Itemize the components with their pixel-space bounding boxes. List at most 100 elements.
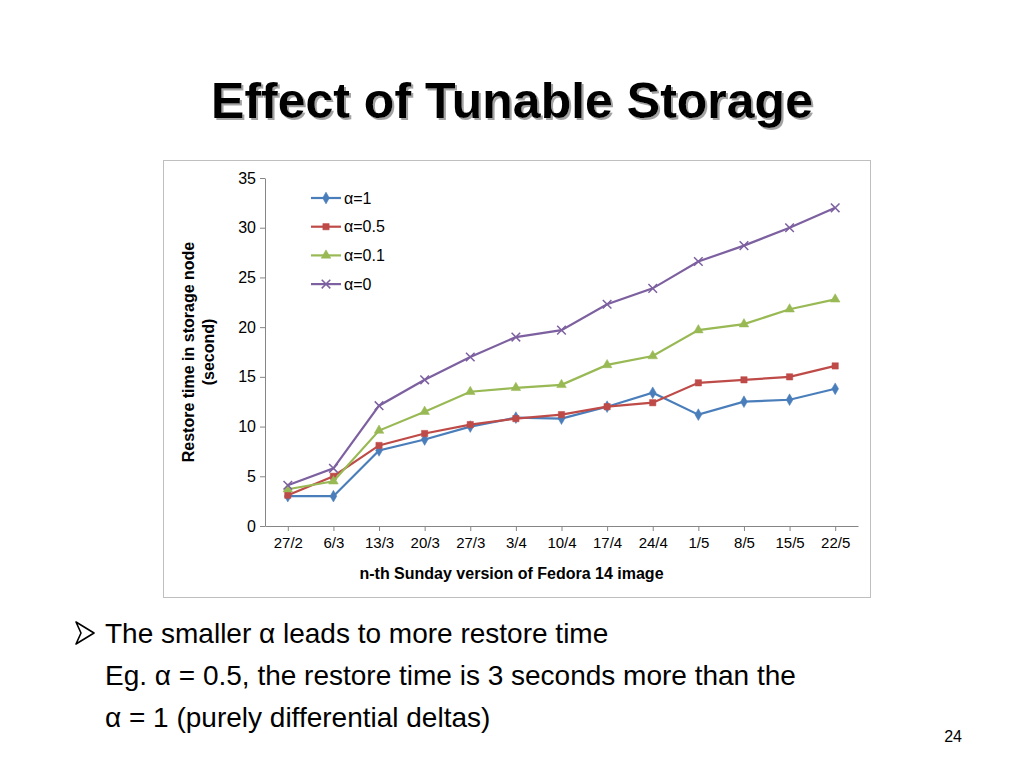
series-marker — [285, 492, 291, 498]
series-area — [283, 204, 840, 503]
series-marker — [467, 421, 474, 433]
y-axis-title: (second) — [200, 319, 217, 386]
series-marker — [513, 415, 519, 421]
x-tick: 27/2 — [274, 526, 303, 551]
legend: α=1α=0.5α=0.1α=0 — [311, 190, 385, 293]
x-tick-label: 17/4 — [593, 534, 622, 551]
series-marker — [558, 411, 564, 417]
y-tick: 25 — [238, 269, 265, 286]
legend-marker — [323, 192, 330, 204]
x-tick-mark — [607, 526, 608, 531]
series-line — [288, 299, 835, 489]
series-marker — [695, 380, 701, 386]
slide: Effect of Tunable Storage051015202530352… — [0, 0, 1024, 768]
x-tick-label: 8/5 — [734, 534, 755, 551]
y-tick: 35 — [238, 170, 265, 187]
x-tick: 3/4 — [506, 526, 527, 551]
y-tick: 20 — [238, 319, 265, 336]
y-tick: 10 — [238, 418, 265, 435]
series-marker — [511, 382, 521, 390]
y-tick-label: 30 — [238, 219, 256, 236]
series — [283, 294, 840, 492]
series-marker — [557, 326, 566, 335]
series-line — [288, 208, 835, 485]
legend-item: α=0 — [311, 276, 372, 293]
legend-item: α=0.1 — [311, 247, 385, 264]
y-tick-mark — [260, 427, 265, 428]
y-tick-label: 35 — [238, 170, 256, 187]
series-marker — [512, 333, 521, 342]
series-marker — [467, 421, 473, 427]
x-tick-label: 15/5 — [775, 534, 804, 551]
series-marker — [785, 223, 794, 232]
x-tick: 15/5 — [775, 526, 804, 551]
y-tick-label: 15 — [238, 368, 256, 385]
series-marker — [649, 387, 656, 399]
series-marker — [648, 350, 658, 358]
series-marker — [466, 353, 475, 362]
x-tick: 24/4 — [639, 526, 668, 551]
series-marker — [694, 325, 704, 333]
series-marker — [420, 376, 429, 385]
series-marker — [648, 284, 657, 293]
series-marker — [329, 476, 339, 484]
series — [284, 204, 840, 490]
x-tick-label: 20/3 — [411, 534, 440, 551]
y-tick-mark — [260, 327, 265, 328]
x-tick-label: 3/4 — [506, 534, 527, 551]
x-tick-mark — [790, 526, 791, 531]
x-tick-label: 10/4 — [547, 534, 576, 551]
x-tick: 27/3 — [456, 526, 485, 551]
y-tick-label: 10 — [238, 418, 256, 435]
x-tick-label: 22/5 — [821, 534, 850, 551]
x-tick: 10/4 — [547, 526, 576, 551]
y-tick-label: 5 — [247, 468, 256, 485]
series-marker — [604, 404, 610, 410]
series-marker — [695, 409, 702, 421]
series-marker — [832, 383, 839, 395]
x-tick: 1/5 — [688, 526, 709, 551]
x-tick-label: 27/2 — [274, 534, 303, 551]
series-marker — [465, 386, 475, 394]
legend-label: α=0 — [344, 276, 372, 293]
y-tick-mark — [260, 277, 265, 278]
series-marker — [512, 412, 519, 424]
series-marker — [741, 396, 748, 408]
series-marker — [376, 442, 382, 448]
series-marker — [740, 241, 749, 250]
legend-marker — [322, 280, 331, 289]
y-tick-label: 20 — [238, 319, 256, 336]
series-marker — [330, 490, 337, 502]
x-tick-mark — [744, 526, 745, 531]
y-tick-mark — [260, 377, 265, 378]
x-tick: 13/3 — [365, 526, 394, 551]
x-tick-label: 24/4 — [639, 534, 668, 551]
series-marker — [832, 363, 838, 369]
series-marker — [786, 394, 793, 406]
x-tick: 17/4 — [593, 526, 622, 551]
y-tick-mark — [260, 228, 265, 229]
series-marker — [602, 359, 612, 367]
x-tick-mark — [653, 526, 654, 531]
legend-marker — [321, 250, 331, 258]
series-marker — [739, 319, 749, 327]
x-tick-mark — [379, 526, 380, 531]
x-tick-label: 13/3 — [365, 534, 394, 551]
bullet-icon — [76, 622, 94, 644]
x-tick-mark — [425, 526, 426, 531]
y-tick-mark — [260, 178, 265, 179]
y-tick: 0 — [247, 518, 265, 535]
series-marker — [374, 425, 384, 433]
series — [285, 363, 839, 499]
chart-frame — [164, 161, 871, 598]
legend-item: α=1 — [311, 190, 372, 207]
x-tick-mark — [562, 526, 563, 531]
series-line — [288, 366, 835, 495]
series-marker — [420, 406, 430, 414]
legend-label: α=0.1 — [344, 247, 385, 264]
series-marker — [831, 204, 840, 213]
series-marker — [603, 300, 612, 309]
bullet-text: Eg. α = 0.5, the restore time is 3 secon… — [105, 660, 796, 691]
series-marker — [375, 401, 384, 410]
y-axis: 0 5 10 15 20 25 30 35 — [238, 170, 265, 535]
